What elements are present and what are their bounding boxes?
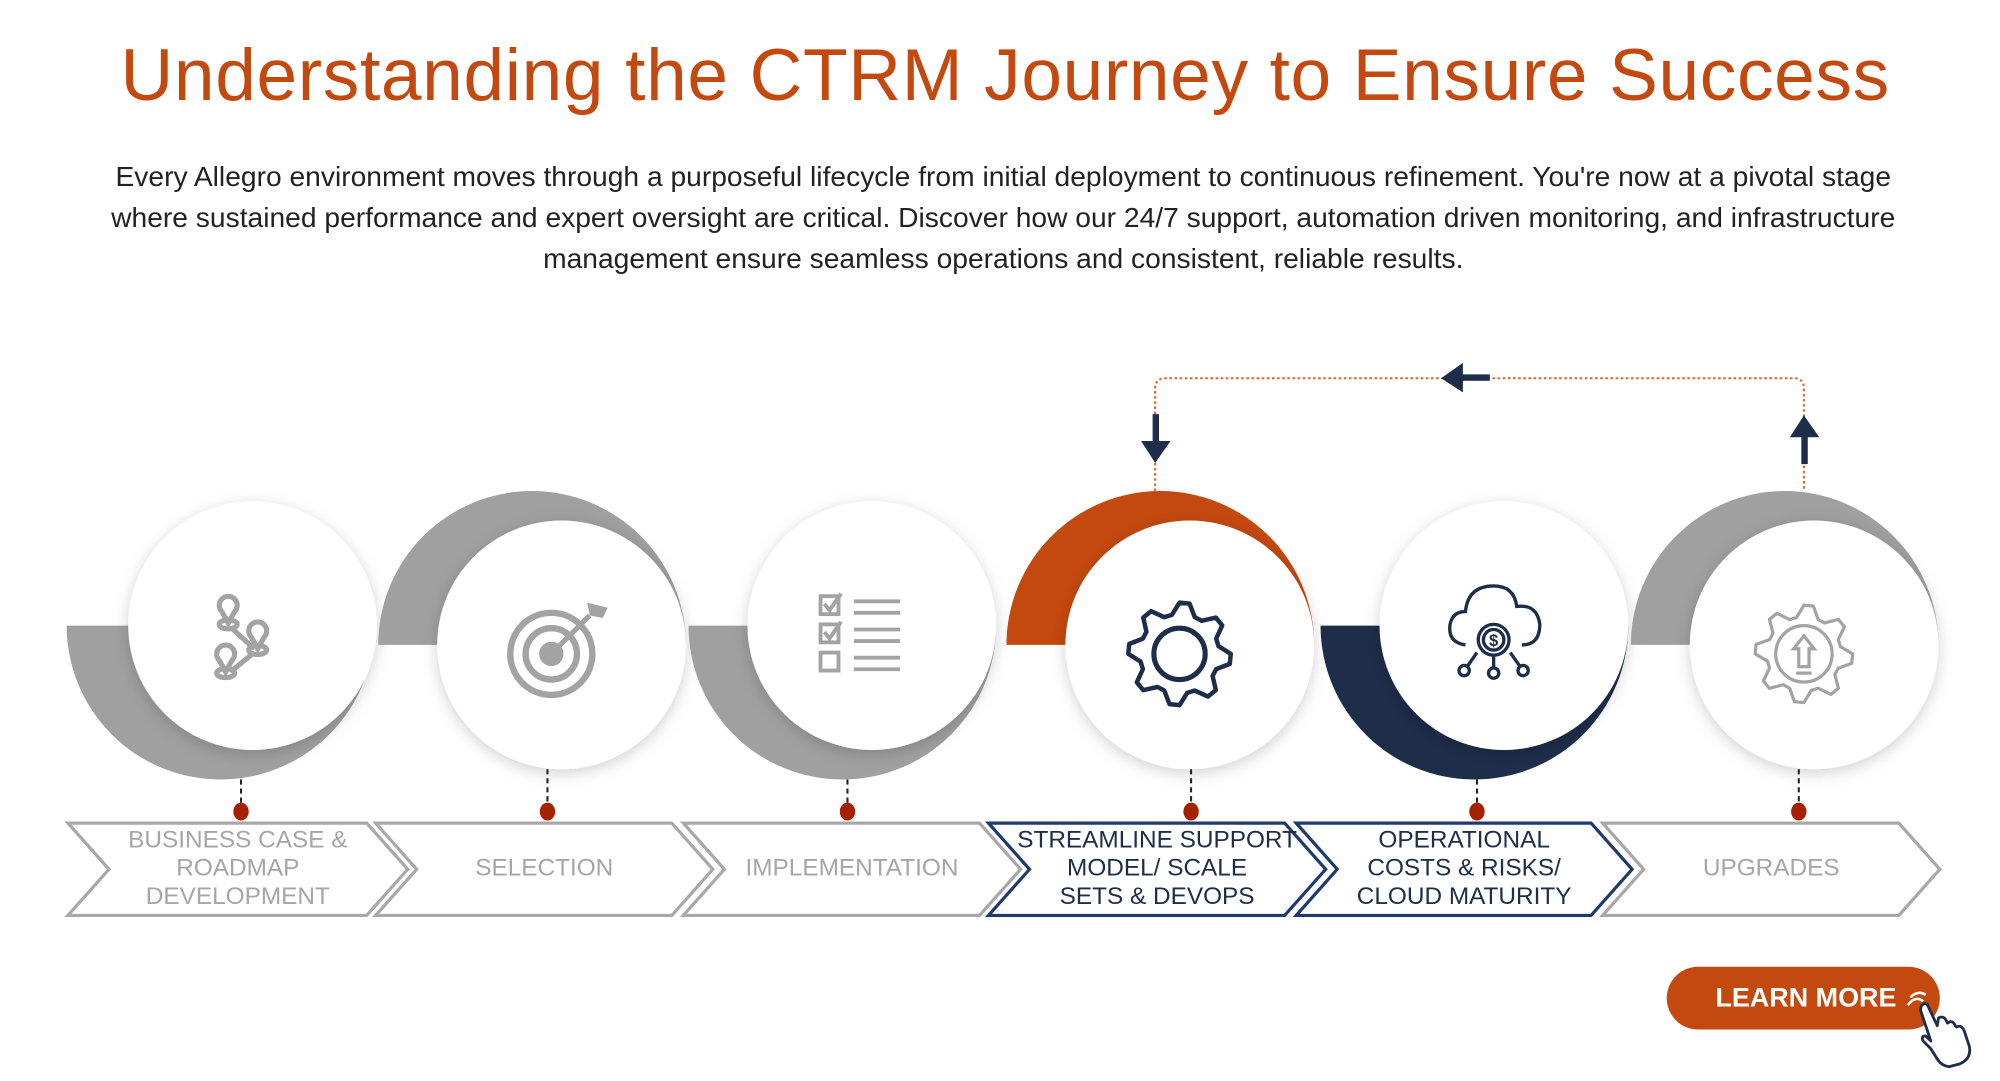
page-title: Understanding the CTRM Journey to Ensure… [120, 34, 1890, 117]
step-circle [747, 501, 997, 751]
step-circle [1379, 501, 1629, 751]
step-chevron[interactable] [1599, 821, 1942, 918]
step-label: STREAMLINE SUPPORT MODEL/ SCALE SETS & D… [1017, 826, 1297, 911]
arrow-up-icon [1789, 415, 1820, 465]
step-label: BUSINESS CASE & ROADMAP DEVELOPMENT [128, 826, 348, 911]
arrow-left-icon [1441, 362, 1490, 393]
step-label: SELECTION [475, 855, 614, 883]
step-1 [64, 501, 410, 918]
step-chevron[interactable] [679, 821, 1023, 918]
step-chevron[interactable] [1292, 821, 1635, 918]
checklist-icon [818, 592, 901, 673]
step-5: $ [1292, 501, 1635, 918]
intro-paragraph: Every Allegro environment moves through … [111, 160, 1896, 275]
learn-more-label: LEARN MORE [1715, 982, 1897, 1013]
step-chevron[interactable] [64, 821, 410, 918]
step-6 [1599, 491, 1942, 918]
step-circle [1689, 520, 1939, 770]
step-dot [1183, 802, 1199, 821]
roadmap-pins-icon [214, 593, 270, 681]
step-dot [1791, 802, 1807, 821]
cloud-dollar-icon: $ [1448, 584, 1542, 680]
step-3 [679, 501, 1023, 918]
arrow-down-icon [1141, 414, 1171, 463]
step-label: UPGRADES [1702, 855, 1840, 883]
gear-upgrade-icon [1753, 603, 1855, 705]
step-chevron[interactable] [984, 821, 1328, 918]
step-2 [372, 491, 715, 918]
step-dot [1469, 802, 1485, 821]
step-4 [984, 491, 1328, 918]
feedback-loop [1141, 362, 1820, 492]
step-dot [539, 802, 556, 821]
hand-pointer-icon [1906, 991, 1972, 1069]
step-label: IMPLEMENTATION [745, 855, 959, 883]
step-circle [1065, 520, 1315, 770]
target-icon [507, 602, 608, 699]
gear-icon [1126, 600, 1234, 708]
step-label: OPERATIONAL COSTS & RISKS/ CLOUD MATURIT… [1356, 826, 1572, 911]
learn-more-button[interactable]: LEARN MORE [1666, 966, 1940, 1030]
step-dot [839, 802, 856, 821]
step-dot [233, 802, 249, 821]
svg-text:$: $ [1489, 631, 1499, 650]
step-chevron[interactable] [372, 821, 715, 918]
